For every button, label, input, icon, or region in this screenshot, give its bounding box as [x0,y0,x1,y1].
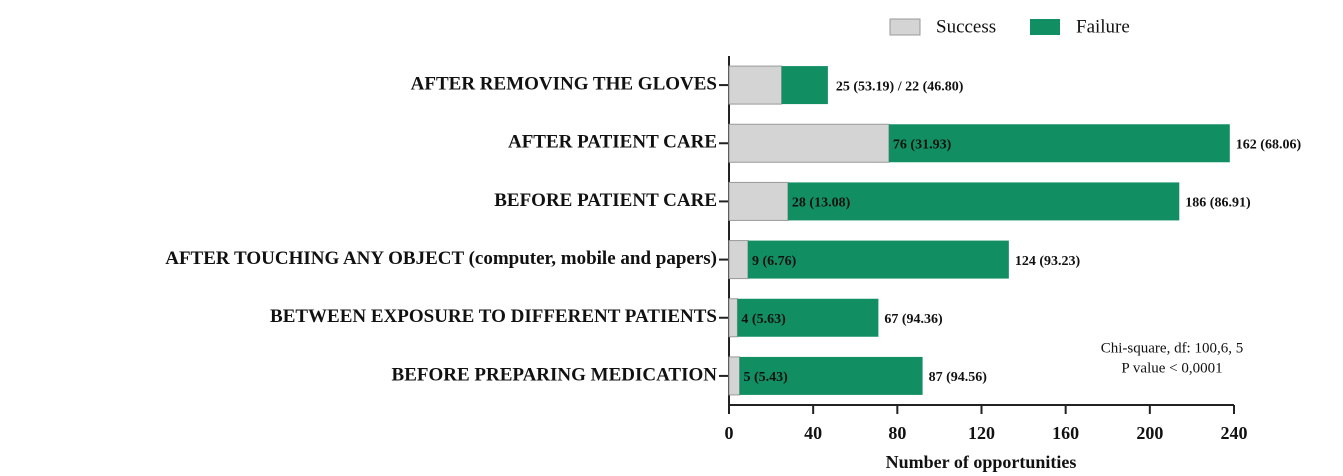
data-label: 87 (94.56) [929,370,988,385]
data-label: 5 (5.43) [744,370,789,385]
bar-segment [728,356,741,396]
y-tick-label: BEFORE PREPARING MEDICATION [392,364,718,385]
bar-segment [728,181,789,221]
x-tick-label: 240 [1221,423,1248,443]
x-tick-label: 0 [725,423,734,443]
bar-segment [747,240,1009,279]
x-tick-label: 80 [888,423,906,443]
x-tick-label: 120 [968,423,995,443]
y-tick-label: AFTER REMOVING THE GLOVES [411,73,717,94]
legend-swatch [889,18,921,36]
annotation: P value < 0,0001 [1121,360,1222,376]
y-tick-label: AFTER TOUCHING ANY OBJECT (computer, mob… [165,248,717,269]
data-label: 76 (31.93) [893,137,952,152]
bar-segment [728,123,890,163]
annotation: Chi-square, df: 100,6, 5 [1101,340,1243,356]
x-tick-label: 40 [804,423,822,443]
data-label: 124 (93.23) [1015,254,1081,269]
data-label: 28 (13.08) [792,196,851,211]
data-label: 162 (68.06) [1236,137,1302,152]
y-tick-label: BETWEEN EXPOSURE TO DIFFERENT PATIENTS [270,306,717,327]
bar-segment [728,298,738,338]
legend-swatch [1030,19,1060,35]
data-label: 9 (6.76) [752,254,797,269]
x-axis-label: Number of opportunities [886,452,1077,472]
y-tick-label: BEFORE PATIENT CARE [494,190,717,211]
legend-label: Success [936,16,996,37]
y-tick-label: AFTER PATIENT CARE [508,132,717,153]
bar-segment [787,182,1180,221]
bar-segment [739,356,923,395]
bar-segment [737,298,879,337]
bar-segment [888,124,1230,163]
bar-segment [728,240,749,280]
x-tick-label: 200 [1136,423,1163,443]
data-label: 186 (86.91) [1185,196,1251,211]
data-label: 4 (5.63) [741,312,786,327]
data-label: 67 (94.36) [884,312,943,327]
x-tick-label: 160 [1052,423,1079,443]
legend-label: Failure [1076,16,1130,37]
bar-segment [728,65,783,105]
bar-segment [781,66,828,105]
data-label: 25 (53.19) / 22 (46.80) [836,79,964,94]
